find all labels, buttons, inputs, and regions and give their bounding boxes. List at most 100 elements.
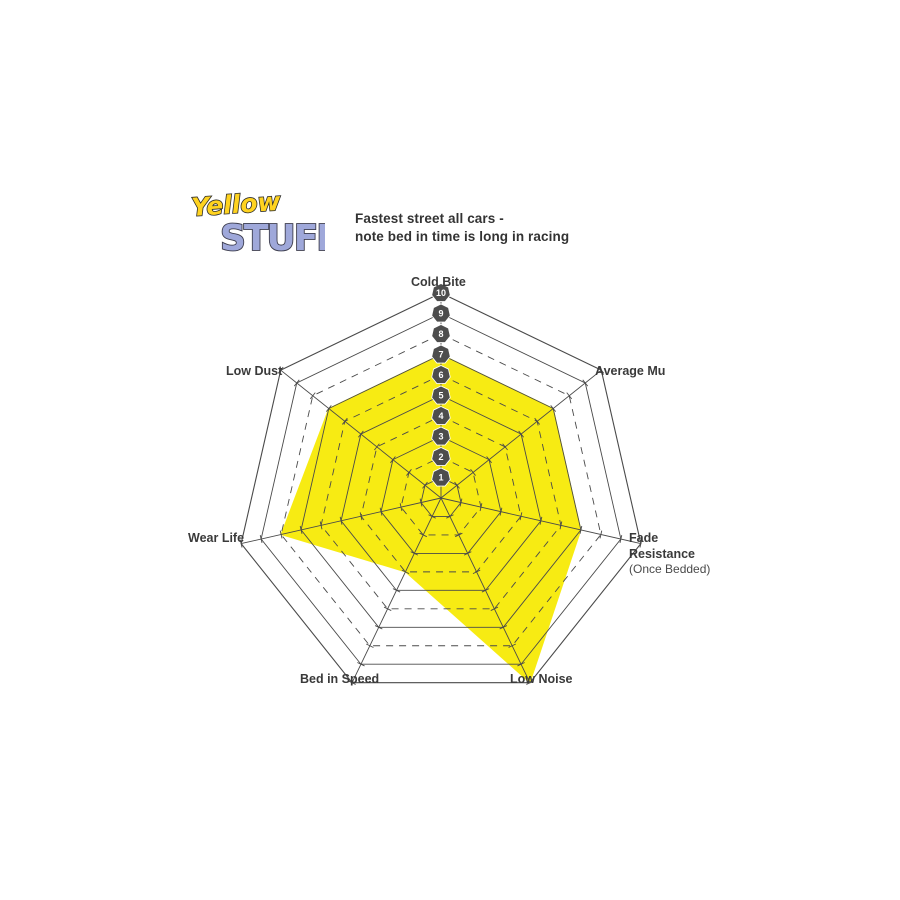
axis-tick	[422, 481, 428, 489]
scale-badge-shape	[431, 344, 451, 364]
scale-badge-shape	[431, 447, 451, 466]
grid-ring-3	[380, 436, 502, 554]
scale-badge-1: 1	[431, 467, 451, 487]
axis-tick	[472, 569, 481, 575]
scale-badge-3: 3	[431, 426, 451, 446]
scale-badge-shape	[431, 283, 451, 302]
grid-ring-8	[280, 333, 602, 647]
svg-text:Yellow: Yellow	[190, 190, 282, 222]
axis-tick	[526, 680, 534, 685]
scale-badge-10: 10	[431, 283, 451, 302]
scale-badge-2: 2	[431, 447, 451, 466]
header-description: Fastest street all cars - note bed in ti…	[355, 210, 615, 246]
axis-tick	[379, 507, 383, 516]
header-line-1: Fastest street all cars -	[355, 211, 504, 226]
axis-tick	[639, 539, 643, 548]
scale-badge-shape	[431, 406, 451, 425]
axis-tick	[325, 405, 332, 412]
scale-badge-label: 8	[438, 329, 443, 339]
axis-tick	[319, 521, 323, 530]
axis-label-fade-resistance: Fade Resistance (Once Bedded)	[629, 531, 710, 577]
axis-tick	[486, 456, 492, 464]
grid-ring-5	[340, 395, 542, 591]
scale-badge-9: 9	[431, 303, 451, 323]
fade-line-1: Fade	[629, 531, 659, 545]
axis-tick	[374, 625, 383, 630]
axis-tick	[519, 512, 523, 521]
scale-badge-label: 3	[438, 432, 443, 442]
axis-tick	[348, 680, 356, 685]
axis-tick	[309, 392, 316, 400]
scale-badge-4: 4	[431, 406, 451, 425]
axis-tick	[366, 643, 374, 648]
yellowstuff-logo: .lw1 { font-family: "DejaVu Sans", sans-…	[190, 190, 325, 262]
axis-tick	[539, 516, 543, 525]
scale-badge-shape	[431, 365, 451, 384]
grid-ring-2	[400, 456, 482, 536]
axis-tick	[390, 456, 396, 464]
axis-tick	[559, 521, 563, 530]
axis-tick	[470, 469, 476, 476]
scale-badge-shape	[431, 303, 451, 323]
axis-tick	[459, 498, 463, 507]
axis-tick	[566, 392, 573, 400]
axis-tick	[598, 366, 605, 374]
axis-tick	[446, 514, 454, 519]
scale-badge-label: 9	[438, 309, 443, 319]
scale-badge-shape	[431, 324, 451, 343]
axis-tick	[490, 606, 499, 611]
axis-tick	[502, 443, 508, 451]
axis-tick	[463, 551, 472, 556]
axis-tick	[401, 569, 410, 575]
axis-tick	[359, 512, 363, 521]
scale-badges: 10 9 8 7 6 5 4 3 2 1	[431, 283, 451, 487]
header-line-2: note bed in time is long in racing	[355, 229, 570, 245]
axis-tick	[357, 662, 365, 667]
axis-tick	[454, 532, 463, 538]
axis-label-wear-life: Wear Life	[188, 531, 245, 545]
grid-ring-10	[240, 292, 642, 684]
axis-tick	[619, 535, 623, 544]
axis-tick	[374, 443, 380, 451]
scale-badge-label: 7	[438, 350, 443, 360]
scale-badge-label: 2	[438, 452, 443, 462]
header: .lw1 { font-family: "DejaVu Sans", sans-…	[190, 190, 610, 270]
axis-tick	[481, 588, 490, 593]
fade-sublabel: (Once Bedded)	[629, 562, 711, 577]
axis-tick	[419, 498, 423, 507]
axis-tick	[499, 507, 503, 516]
axis-tick	[428, 514, 436, 519]
scale-badge-label: 5	[438, 391, 443, 401]
axis-tick	[279, 530, 283, 539]
axis-tick	[454, 481, 460, 489]
scale-badge-8: 8	[431, 324, 451, 343]
axis-tick	[406, 469, 412, 476]
axis-tick	[341, 417, 348, 425]
scale-badge-5: 5	[431, 385, 451, 405]
axis-tick	[277, 366, 284, 374]
grid-ring-9	[260, 313, 622, 665]
axis-tick	[383, 606, 392, 611]
axis-tick	[499, 625, 508, 630]
axis-tick	[299, 525, 303, 534]
axis-tick	[508, 643, 516, 648]
scale-badge-7: 7	[431, 344, 451, 364]
scale-badge-shape	[431, 385, 451, 405]
axis-tick	[517, 662, 525, 667]
axis-tick	[599, 530, 603, 539]
scale-badge-label: 4	[438, 411, 443, 421]
axis-tick	[293, 379, 300, 387]
axis-tick	[534, 417, 541, 425]
axis-tick	[582, 379, 589, 387]
scale-badge-shape	[431, 426, 451, 446]
scale-badge-label: 10	[436, 288, 446, 298]
axis-label-average-mu: Average Mu	[595, 364, 666, 378]
axis-tick	[550, 405, 557, 412]
grid-rings	[240, 292, 642, 684]
fade-line-2: Resistance	[629, 546, 696, 561]
axis-tick	[392, 588, 401, 593]
